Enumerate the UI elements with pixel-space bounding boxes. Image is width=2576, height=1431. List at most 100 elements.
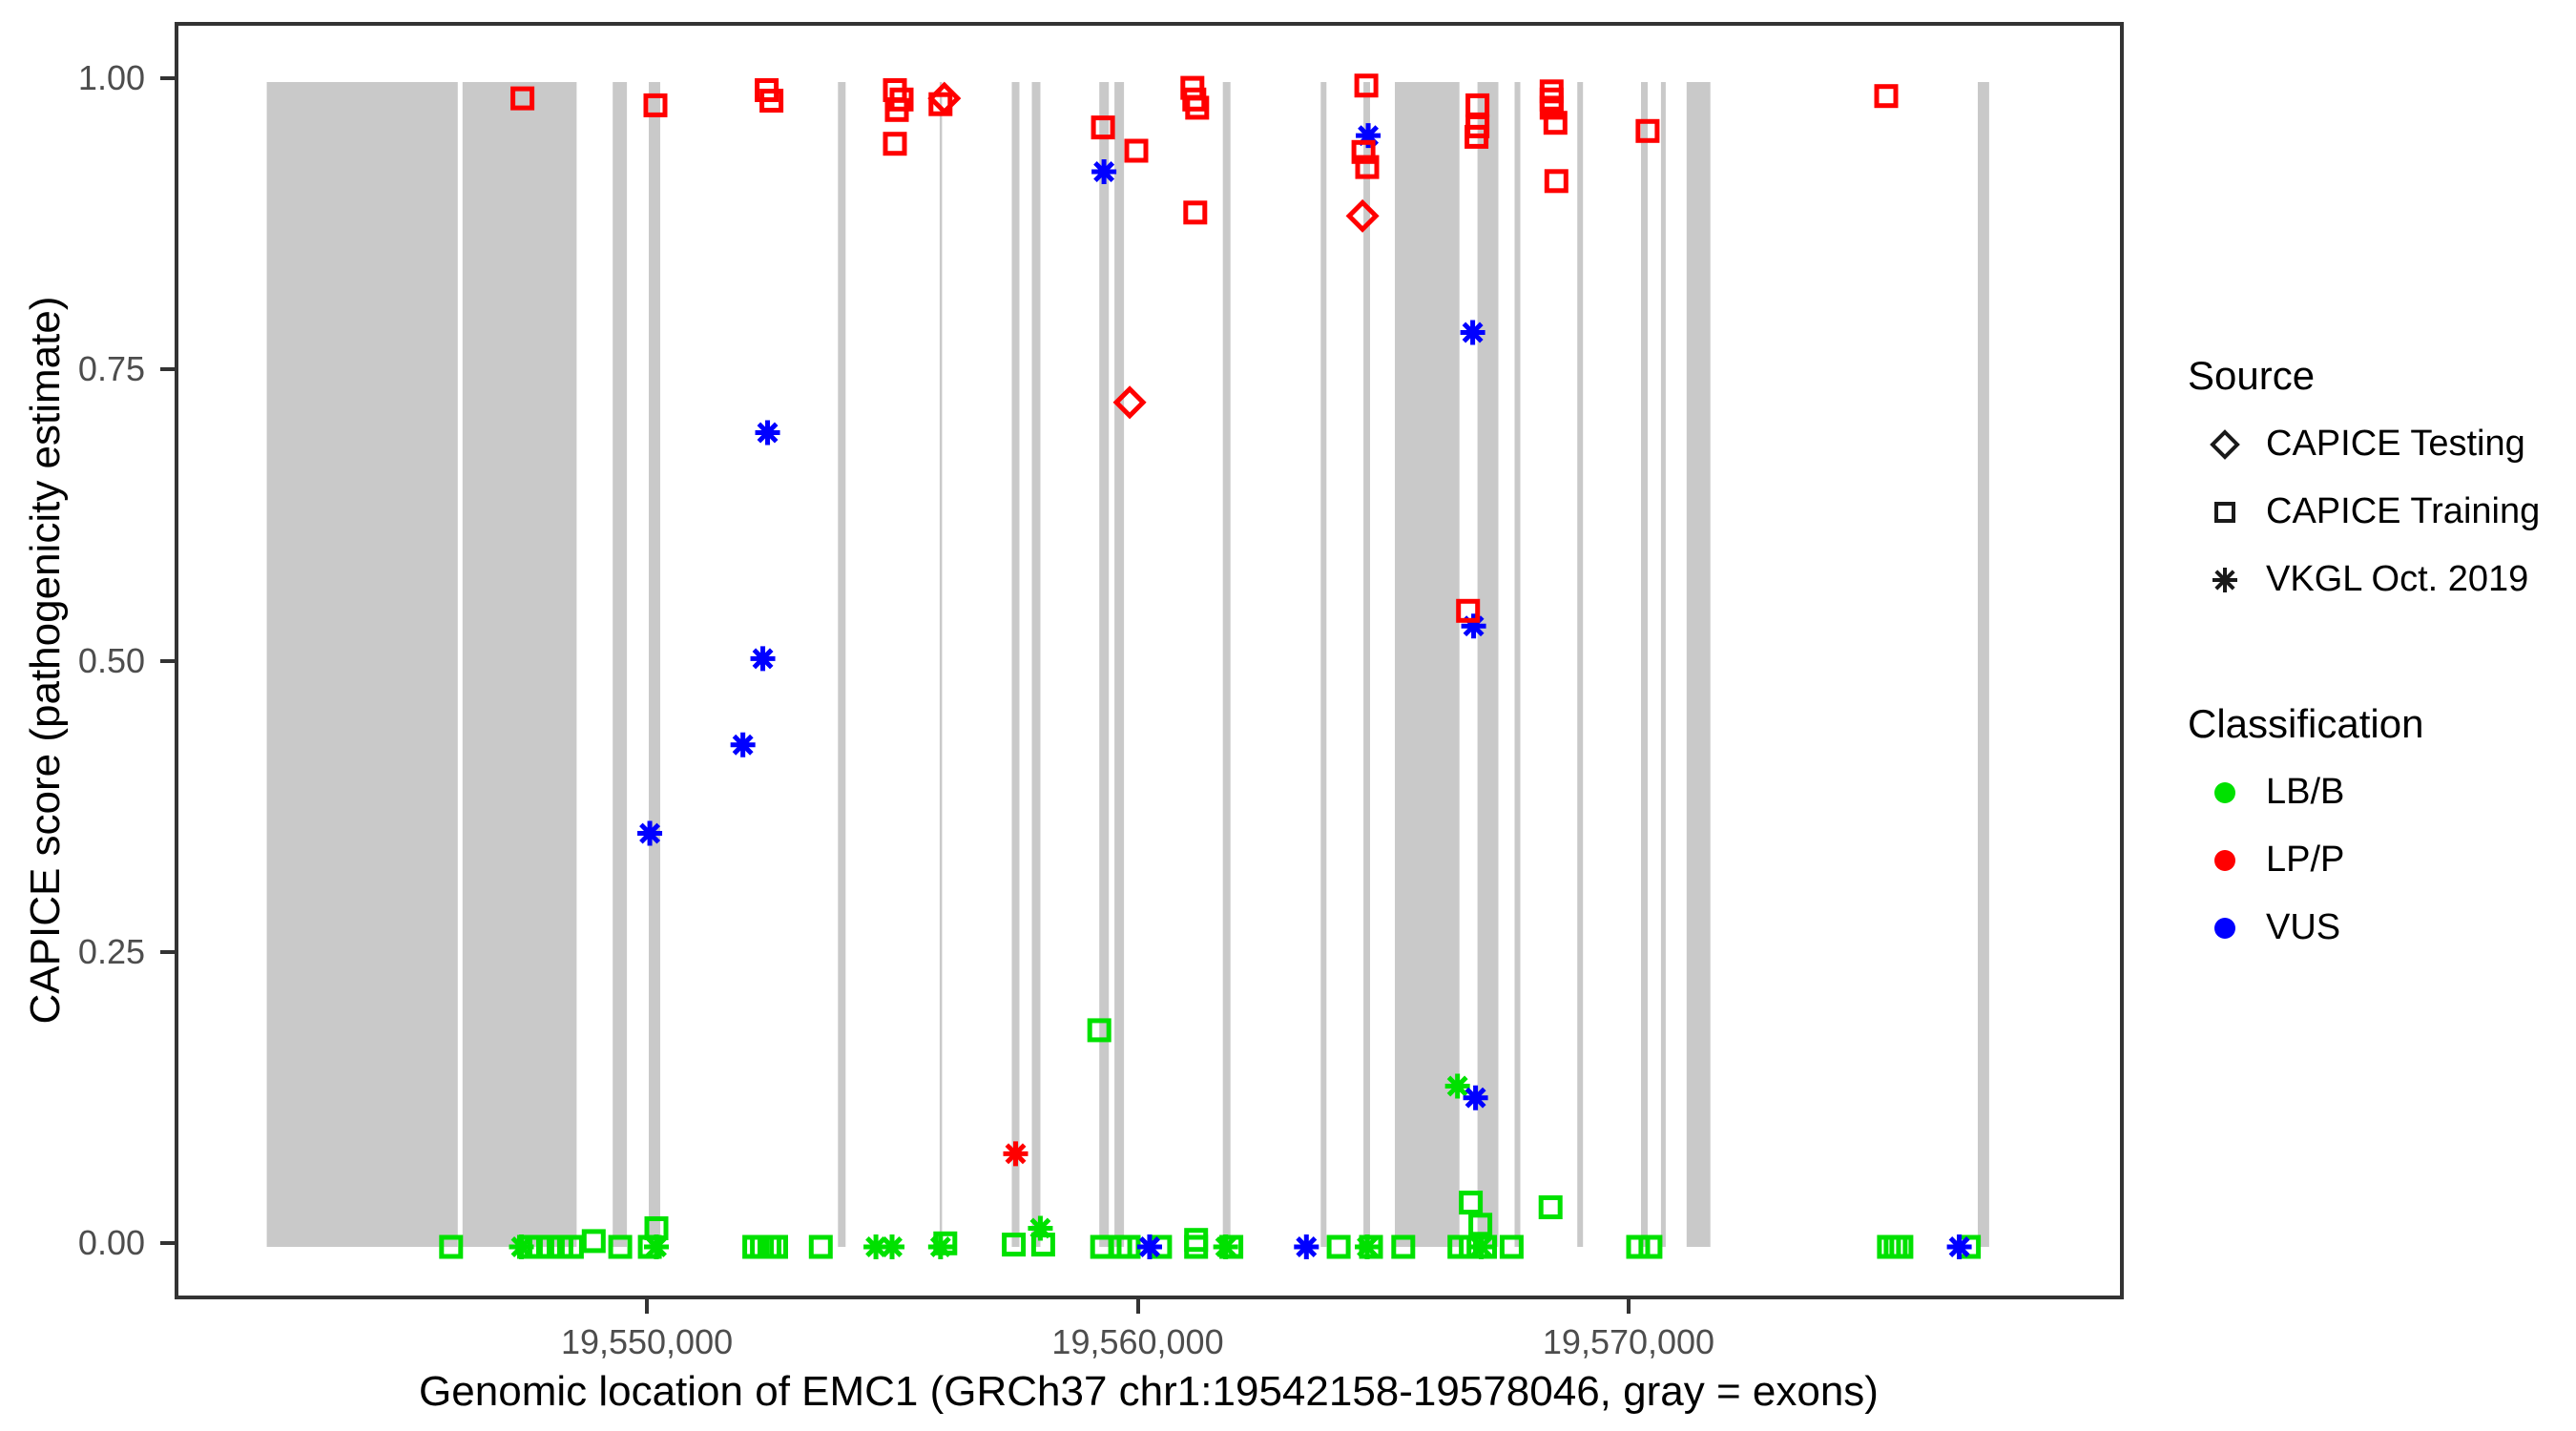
data-point-asterisk: [1294, 1234, 1319, 1259]
exon-band: [1099, 82, 1110, 1247]
plot-canvas: [266, 73, 1989, 1259]
legend-label: LB/B: [2266, 772, 2345, 812]
legend: Source CAPICE Testing CAPICE Training: [2188, 355, 2569, 962]
data-point-square: [1184, 1228, 1209, 1253]
exon-band: [838, 82, 846, 1247]
exon-band: [1363, 82, 1370, 1247]
data-point-asterisk: [637, 820, 663, 846]
data-point-asterisk: [730, 732, 756, 757]
data-point-square: [1468, 1213, 1493, 1237]
data-point-asterisk: [1136, 1234, 1162, 1259]
data-point-square: [1391, 1234, 1416, 1259]
legend-label: CAPICE Training: [2266, 491, 2541, 531]
exon-band: [462, 82, 577, 1247]
exon-band: [1577, 82, 1584, 1247]
exon-band: [1011, 82, 1020, 1247]
exon-band: [266, 82, 458, 1247]
y-tick-label: 0.00: [77, 1223, 145, 1262]
data-point-square: [1183, 200, 1208, 225]
data-point-square: [1543, 111, 1568, 135]
data-point-square: [439, 1234, 464, 1259]
data-point-asterisk: [1468, 1234, 1494, 1259]
x-axis-title: Genomic location of EMC1 (GRCh37 chr1:19…: [419, 1368, 1879, 1415]
exon-band: [1222, 82, 1231, 1247]
exon-band: [1320, 82, 1327, 1247]
data-point-asterisk: [1213, 1234, 1238, 1259]
data-point-square: [1538, 1195, 1563, 1219]
asterisk-icon: [2188, 563, 2262, 597]
data-point-square: [581, 1229, 606, 1254]
data-point-asterisk: [750, 646, 776, 672]
exon-band: [939, 82, 943, 1247]
data-point-asterisk: [1355, 1234, 1381, 1259]
data-point-square: [1355, 155, 1380, 179]
data-point-square: [1326, 1234, 1351, 1259]
y-tick-label: 0.75: [77, 349, 145, 389]
exon-band: [613, 82, 628, 1247]
plot-panel: [175, 22, 2124, 1299]
legend-item-lpp: LP/P: [2188, 826, 2569, 894]
legend-item-vus: VUS: [2188, 894, 2569, 962]
data-point-asterisk: [1356, 123, 1381, 149]
data-point-square: [889, 87, 914, 112]
data-point-asterisk: [1003, 1141, 1028, 1167]
data-point-square: [1626, 1234, 1651, 1259]
data-point-asterisk: [1444, 1073, 1470, 1099]
data-point-square: [559, 1234, 584, 1259]
data-point-square: [510, 86, 535, 111]
red-dot-icon: [2214, 849, 2235, 871]
data-point-square: [1351, 139, 1376, 164]
y-tick-mark: [160, 1241, 175, 1245]
data-point-square: [764, 1234, 788, 1259]
data-point-square: [608, 1234, 633, 1259]
data-point-asterisk: [1091, 159, 1117, 185]
data-point-square: [1091, 115, 1115, 140]
exon-band: [1477, 82, 1499, 1247]
data-point-asterisk: [863, 1234, 889, 1259]
data-point-square: [1184, 1234, 1209, 1259]
x-tick-mark: [1627, 1299, 1631, 1314]
legend-item-capice-testing: CAPICE Testing: [2188, 410, 2569, 478]
data-point-asterisk: [1946, 1234, 1972, 1259]
y-tick-mark: [160, 76, 175, 80]
legend-label: CAPICE Testing: [2266, 424, 2525, 464]
data-point-square: [1539, 95, 1564, 120]
blue-dot-icon: [2214, 917, 2235, 939]
x-tick-label: 19,570,000: [1542, 1322, 1715, 1361]
legend-item-capice-training: CAPICE Training: [2188, 478, 2569, 546]
y-tick-label: 0.25: [77, 931, 145, 971]
data-point-square: [808, 1234, 833, 1259]
data-point-square: [1638, 1234, 1663, 1259]
data-point-square: [1874, 84, 1899, 109]
x-tick-label: 19,550,000: [560, 1322, 734, 1361]
exon-band: [1031, 82, 1041, 1247]
exon-band: [1114, 82, 1125, 1247]
exon-band: [1395, 82, 1460, 1247]
legend-item-vkgl: VKGL Oct. 2019: [2188, 546, 2569, 613]
data-point-square: [759, 89, 784, 113]
legend-label: VUS: [2266, 907, 2341, 947]
data-point-asterisk: [509, 1234, 534, 1259]
data-point-square: [1185, 95, 1210, 120]
data-point-square: [1456, 598, 1481, 623]
data-point-square: [643, 93, 668, 117]
data-point-asterisk: [755, 420, 780, 446]
data-point-asterisk: [880, 1234, 905, 1259]
data-point-square: [1459, 1191, 1484, 1215]
y-tick-mark: [160, 658, 175, 663]
green-dot-icon: [2214, 781, 2235, 803]
y-tick-mark: [160, 367, 175, 372]
exon-band: [1978, 82, 1989, 1247]
data-point-square: [1544, 169, 1568, 194]
data-point-square: [1635, 118, 1660, 143]
x-tick-mark: [1135, 1299, 1140, 1314]
data-point-square: [1465, 114, 1490, 138]
x-tick-label: 19,560,000: [1051, 1322, 1224, 1361]
y-tick-label: 0.50: [77, 640, 145, 680]
legend-label: LP/P: [2266, 840, 2345, 880]
y-tick-label: 1.00: [77, 58, 145, 97]
data-point-square: [1087, 1018, 1111, 1043]
data-point-square: [1354, 73, 1379, 98]
data-point-square: [1877, 1234, 1901, 1259]
legend-item-lbb: LB/B: [2188, 758, 2569, 826]
